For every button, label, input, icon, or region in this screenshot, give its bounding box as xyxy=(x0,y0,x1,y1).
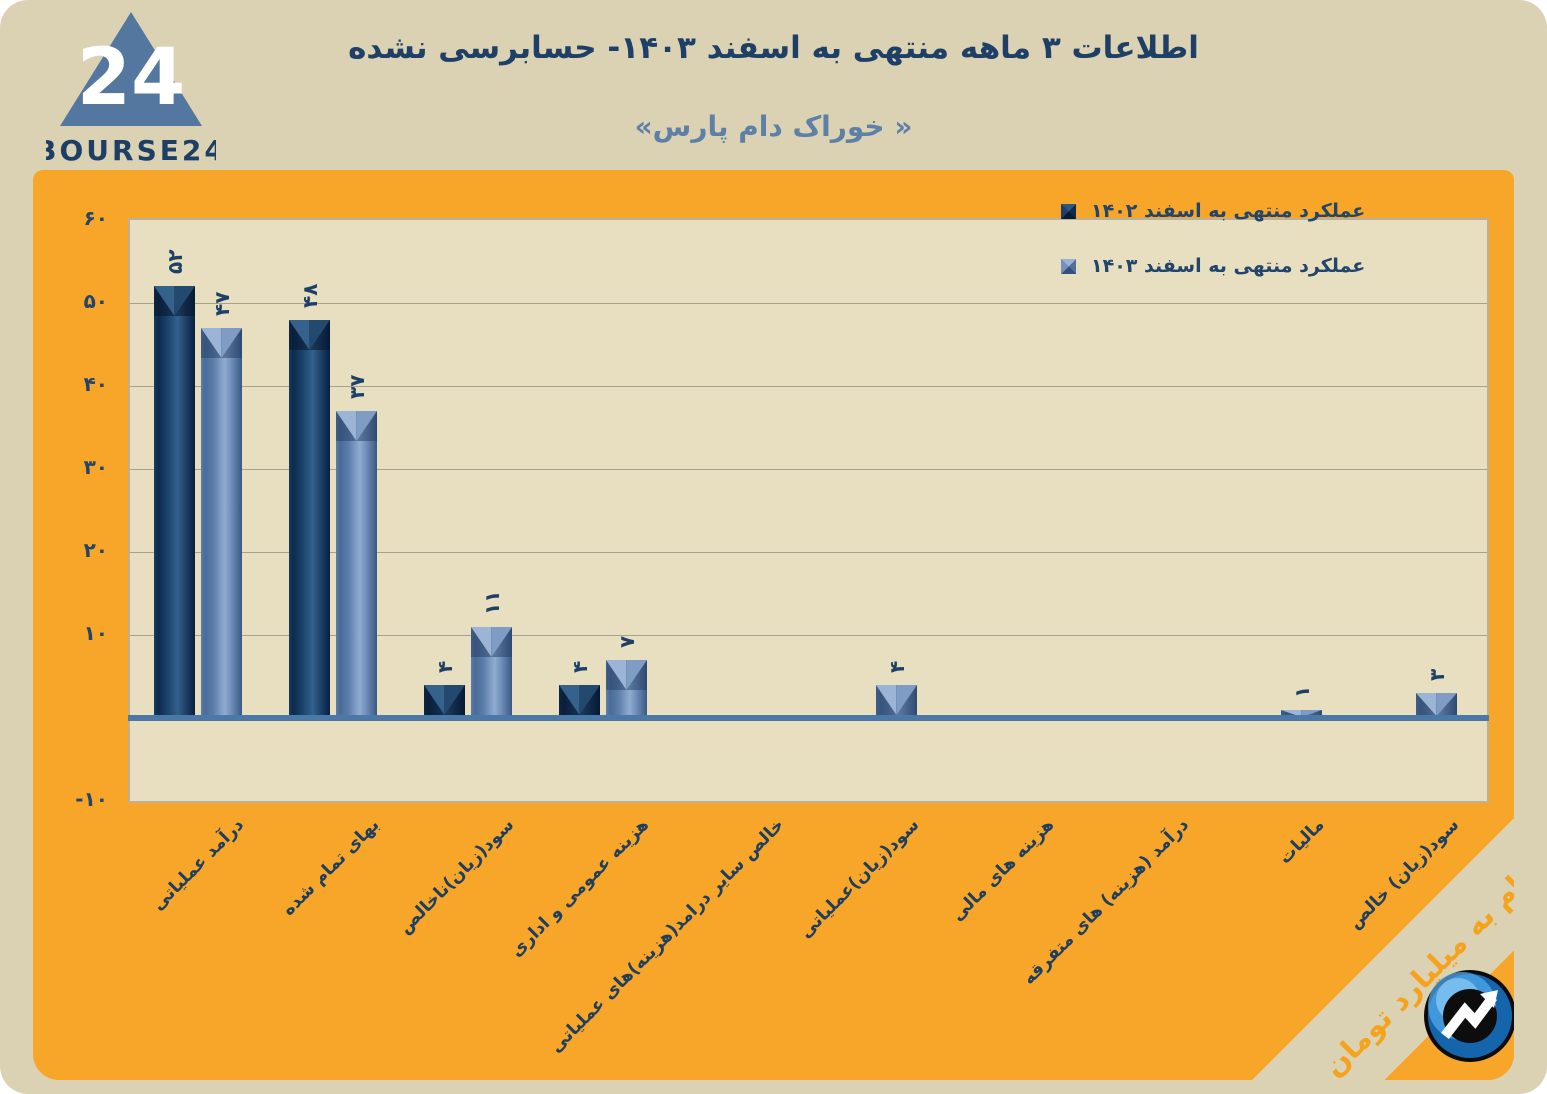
legend-label-1403: عملکرد منتهی به اسفند ۱۴۰۳ xyxy=(1091,255,1366,277)
gridline-30 xyxy=(130,469,1487,470)
legend-label-1402: عملکرد منتهی به اسفند ۱۴۰۲ xyxy=(1091,200,1366,222)
y-axis-tick-10: ۱۰ xyxy=(83,621,108,645)
bar-1403-0 xyxy=(201,328,242,718)
y-axis-tick-40: ۴۰ xyxy=(83,372,108,396)
gridline-50 xyxy=(130,303,1487,304)
bar-1402-1 xyxy=(289,320,330,718)
legend-row-1403: عملکرد منتهی به اسفند ۱۴۰۳ xyxy=(1061,251,1365,281)
bar-cap xyxy=(201,328,242,358)
bar-value-label: ۴ xyxy=(884,660,909,673)
gridline-40 xyxy=(130,386,1487,387)
bar-cap xyxy=(1281,710,1322,717)
chart-panel: ۵۲ ۴۸ ۴ ۴ ۴۷ ۳۷ ۱۱ ۷ ۴ ۱ ۳ ۶۰ ۵۰ ۴۰ ۳۰ ۲۰ ۱۰ -۱۰ درآمد عم… xyxy=(33,170,1514,1080)
y-axis-tick-30: ۳۰ xyxy=(83,455,108,479)
y-axis-tick-20: ۲۰ xyxy=(83,538,108,562)
x-axis-label-4: خالص سایر درامد(هزینه)های عملیاتی xyxy=(546,815,789,1057)
bar-value-label: ۱۱ xyxy=(479,590,504,615)
plot-area: ۵۲ ۴۸ ۴ ۴ ۴۷ ۳۷ ۱۱ ۷ ۴ ۱ ۳ xyxy=(128,218,1489,803)
logo-24-text: 24 xyxy=(77,33,186,123)
bar-1403-3 xyxy=(606,660,647,718)
x-axis-label-0: درآمد عملیاتی xyxy=(148,815,249,915)
bar-cap xyxy=(606,660,647,690)
bar-1402-2 xyxy=(424,685,465,718)
gridline-10 xyxy=(130,635,1487,636)
bar-cap xyxy=(336,411,377,441)
bar-cap xyxy=(471,627,512,657)
bar-cap xyxy=(154,286,195,316)
bar-cap xyxy=(1416,693,1457,716)
bar-1402-3 xyxy=(559,685,600,718)
y-axis-tick-60: ۶۰ xyxy=(83,206,108,230)
bar-value-label: ۴ xyxy=(432,660,457,673)
bar-cap xyxy=(424,685,465,715)
bar-value-label: ۵۲ xyxy=(162,249,187,275)
legend: عملکرد منتهی به اسفند ۱۴۰۲ عملکرد منتهی … xyxy=(1061,196,1365,306)
bar-value-label: ۳۷ xyxy=(344,374,369,399)
trend-arrow-icon xyxy=(1440,990,1498,1040)
legend-row-1402: عملکرد منتهی به اسفند ۱۴۰۲ xyxy=(1061,196,1365,226)
zero-baseline xyxy=(128,715,1489,721)
page-title: اطلاعات ۳ ماهه منتهی به اسفند ۱۴۰۳- حساب… xyxy=(348,30,1199,66)
bar-value-label: ۱ xyxy=(1289,685,1314,698)
legend-marker-1403-icon xyxy=(1061,258,1076,274)
bar-1403-9 xyxy=(1416,693,1457,718)
logo-wordmark: BOURSE24 xyxy=(46,134,216,167)
bar-1403-1 xyxy=(336,411,377,718)
y-axis-tick-50: ۵۰ xyxy=(83,289,108,313)
x-axis-label-3: هزینه عمومی و اداری xyxy=(506,815,654,962)
bar-1403-5 xyxy=(876,685,917,718)
bar-1403-2 xyxy=(471,627,512,718)
x-axis-label-1: بهای تمام شده xyxy=(278,815,384,920)
bar-cap xyxy=(876,685,917,715)
bar-cap xyxy=(559,685,600,715)
bar-cap xyxy=(289,320,330,350)
x-axis-label-8: مالیات xyxy=(1274,815,1329,869)
x-axis-label-5: سود(زیان)عملیاتی xyxy=(795,815,924,943)
x-axis-label-6: هزینه های مالی xyxy=(947,815,1059,926)
gridline-20 xyxy=(130,552,1487,553)
bar-value-label: ۴۷ xyxy=(209,291,234,316)
bourse24-logo: 24 BOURSE24 xyxy=(46,12,216,167)
bar-1403-8 xyxy=(1281,710,1322,718)
legend-marker-1402-icon xyxy=(1061,203,1076,219)
page-subtitle: « خوراک دام پارس» xyxy=(634,110,913,143)
bar-value-label: ۳ xyxy=(1424,668,1449,682)
bar-value-label: ۴۸ xyxy=(297,283,322,308)
logo-triangle-icon xyxy=(60,12,202,126)
x-axis-label-2: سود(زیان)ناخالص xyxy=(395,815,519,939)
bar-value-label: ۴ xyxy=(567,660,592,673)
bar-1402-0 xyxy=(154,286,195,718)
bar-value-label: ۷ xyxy=(614,635,639,648)
y-axis-tick--10: -۱۰ xyxy=(75,787,108,811)
bourse24-badge xyxy=(1424,970,1514,1062)
